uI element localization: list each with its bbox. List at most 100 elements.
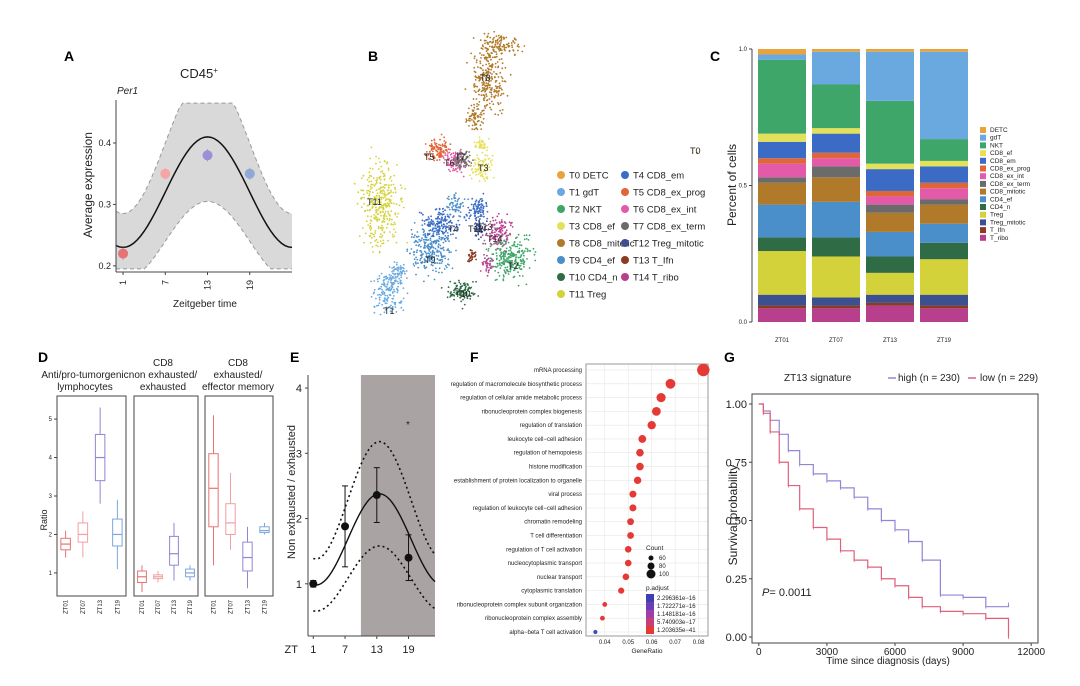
umap-point [374, 203, 376, 206]
umap-point [495, 35, 498, 38]
umap-point [482, 209, 485, 212]
umap-point [457, 156, 460, 159]
umap-point [425, 151, 428, 153]
umap-point [454, 154, 457, 156]
term-label: establishment of protein localization to… [454, 478, 583, 484]
umap-point [510, 42, 513, 44]
umap-point [489, 106, 491, 109]
umap-point [395, 311, 398, 313]
umap-point [475, 280, 477, 283]
umap-point [445, 229, 447, 232]
umap-point [454, 159, 456, 162]
umap-point [480, 47, 483, 50]
umap-point [485, 63, 488, 66]
umap-point [479, 227, 482, 230]
umap-point [430, 241, 433, 243]
umap-point [498, 87, 501, 89]
umap-point [500, 87, 502, 90]
umap-point [440, 224, 443, 227]
umap-point [442, 241, 445, 244]
umap-point [453, 163, 456, 166]
umap-point [470, 286, 473, 289]
umap-point [473, 162, 476, 164]
umap-point [503, 226, 505, 229]
umap-point [436, 233, 438, 236]
umap-point [426, 260, 429, 263]
umap-point [528, 234, 531, 237]
umap-point [382, 279, 385, 282]
umap-point [448, 227, 451, 230]
umap-point [497, 114, 500, 116]
umap-point [476, 154, 478, 157]
bar-segment-cd8-ef [866, 163, 914, 170]
umap-point [501, 109, 504, 111]
umap-point [386, 276, 389, 279]
umap-point [469, 249, 472, 252]
x-tick-label: 3000 [816, 647, 839, 658]
umap-point [455, 164, 458, 167]
umap-point [371, 203, 374, 206]
umap-point [437, 243, 440, 246]
umap-point [357, 191, 360, 194]
umap-point [385, 288, 388, 291]
umap-point [452, 205, 455, 207]
umap-cluster-label: T9 [425, 255, 436, 265]
term-dot [629, 490, 637, 498]
legend-swatch-t4 [621, 171, 629, 179]
umap-point [389, 175, 392, 178]
umap-point [388, 200, 391, 203]
umap-point [385, 302, 388, 305]
umap-point [489, 56, 491, 59]
umap-point [422, 238, 425, 241]
umap-point [370, 295, 373, 298]
umap-point [477, 238, 480, 241]
umap-point [448, 151, 451, 154]
umap-point [490, 80, 492, 82]
umap-point [440, 252, 442, 255]
umap-point [489, 54, 492, 57]
umap-point [444, 235, 447, 237]
umap-point [468, 290, 470, 293]
umap-point [464, 288, 467, 290]
umap-point [452, 162, 455, 165]
umap-point [487, 71, 490, 73]
bar-segment-cd8-em [920, 166, 968, 183]
umap-point [381, 288, 383, 291]
umap-point [496, 278, 498, 281]
umap-point [478, 160, 480, 163]
umap-point [491, 159, 493, 161]
count-legend-dot [646, 569, 656, 579]
umap-point [492, 49, 495, 51]
umap-point [390, 195, 393, 198]
umap-point [368, 193, 371, 195]
bar-segment-cd8-ex-term [866, 204, 914, 213]
umap-point [433, 251, 436, 254]
umap-point [435, 142, 438, 145]
y-tick-label: 0.2 [98, 261, 111, 271]
umap-point [484, 42, 486, 45]
umap-point [390, 274, 392, 277]
umap-point [510, 252, 513, 255]
umap-point [478, 210, 481, 213]
umap-point [376, 202, 378, 205]
umap-point [466, 163, 468, 166]
umap-point [411, 233, 414, 236]
umap-point [487, 67, 489, 70]
umap-point [494, 248, 497, 251]
umap-point [422, 228, 425, 231]
umap-point [509, 249, 512, 251]
umap-point [450, 198, 453, 200]
umap-point [386, 222, 389, 225]
umap-point [379, 235, 381, 238]
umap-point [448, 240, 450, 243]
bar-segment-cd8-ef [920, 160, 968, 167]
umap-point [368, 180, 371, 183]
umap-point [488, 102, 491, 105]
umap-point [428, 257, 431, 259]
umap-point [494, 231, 496, 234]
y-tick-label: 3 [296, 448, 302, 460]
umap-point [479, 198, 482, 201]
umap-point [397, 282, 400, 285]
umap-point [441, 151, 444, 153]
